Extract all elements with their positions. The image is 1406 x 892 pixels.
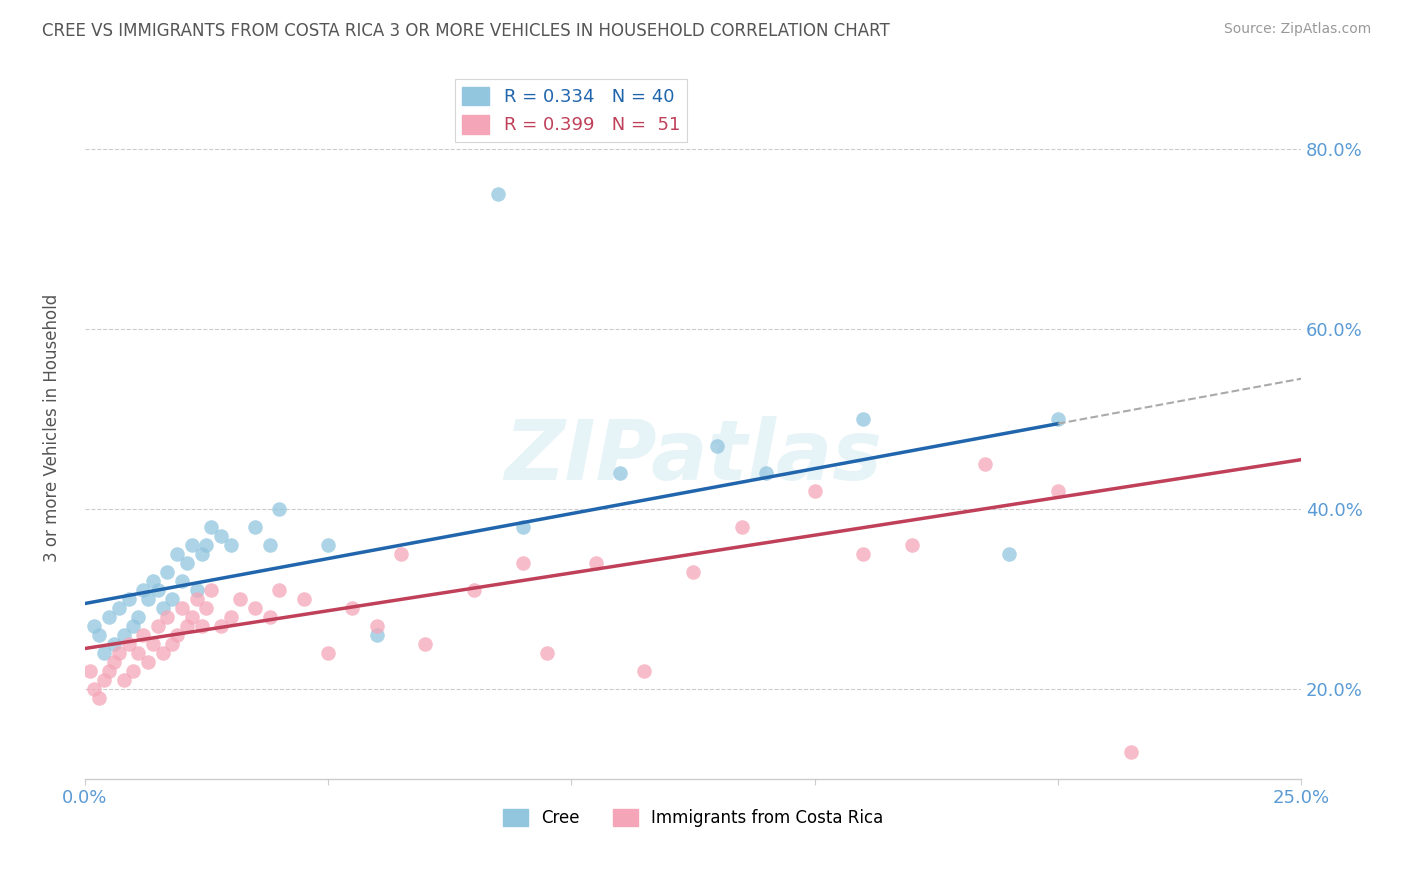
- Point: [89, 690, 111, 705]
- Point: [609, 466, 631, 480]
- Point: [1119, 745, 1142, 759]
- Point: [243, 601, 266, 615]
- Point: [585, 556, 607, 570]
- Point: [486, 187, 509, 202]
- Point: [107, 601, 129, 615]
- Point: [186, 592, 208, 607]
- Point: [162, 592, 184, 607]
- Point: [98, 610, 121, 624]
- Point: [132, 628, 155, 642]
- Point: [463, 583, 485, 598]
- Point: [117, 637, 139, 651]
- Point: [162, 637, 184, 651]
- Point: [1046, 484, 1069, 499]
- Point: [195, 538, 218, 552]
- Point: [730, 520, 752, 534]
- Point: [316, 646, 339, 660]
- Point: [190, 619, 212, 633]
- Point: [366, 628, 388, 642]
- Point: [146, 583, 169, 598]
- Point: [190, 547, 212, 561]
- Point: [316, 538, 339, 552]
- Point: [142, 637, 165, 651]
- Point: [170, 601, 193, 615]
- Point: [156, 610, 179, 624]
- Point: [180, 610, 202, 624]
- Point: [122, 664, 145, 678]
- Point: [132, 583, 155, 598]
- Point: [146, 619, 169, 633]
- Point: [901, 538, 924, 552]
- Point: [259, 610, 281, 624]
- Point: [176, 556, 198, 570]
- Point: [122, 619, 145, 633]
- Point: [269, 502, 291, 516]
- Point: [127, 646, 149, 660]
- Point: [219, 610, 242, 624]
- Point: [755, 466, 778, 480]
- Point: [1046, 412, 1069, 426]
- Point: [200, 520, 222, 534]
- Point: [633, 664, 655, 678]
- Point: [195, 601, 218, 615]
- Point: [229, 592, 252, 607]
- Point: [259, 538, 281, 552]
- Point: [209, 529, 232, 543]
- Point: [536, 646, 558, 660]
- Point: [142, 574, 165, 588]
- Point: [852, 547, 875, 561]
- Point: [186, 583, 208, 598]
- Point: [512, 556, 534, 570]
- Point: [152, 646, 174, 660]
- Point: [180, 538, 202, 552]
- Point: [166, 547, 188, 561]
- Point: [973, 457, 995, 471]
- Text: CREE VS IMMIGRANTS FROM COSTA RICA 3 OR MORE VEHICLES IN HOUSEHOLD CORRELATION C: CREE VS IMMIGRANTS FROM COSTA RICA 3 OR …: [42, 22, 890, 40]
- Point: [136, 592, 159, 607]
- Point: [170, 574, 193, 588]
- Point: [136, 655, 159, 669]
- Point: [243, 520, 266, 534]
- Point: [998, 547, 1021, 561]
- Point: [98, 664, 121, 678]
- Point: [682, 565, 704, 579]
- Text: ZIPatlas: ZIPatlas: [503, 416, 882, 497]
- Point: [93, 646, 115, 660]
- Point: [166, 628, 188, 642]
- Point: [103, 637, 125, 651]
- Point: [127, 610, 149, 624]
- Point: [83, 681, 105, 696]
- Point: [176, 619, 198, 633]
- Point: [156, 565, 179, 579]
- Legend: Cree, Immigrants from Costa Rica: Cree, Immigrants from Costa Rica: [496, 802, 890, 834]
- Point: [415, 637, 437, 651]
- Point: [89, 628, 111, 642]
- Point: [83, 619, 105, 633]
- Point: [200, 583, 222, 598]
- Point: [152, 601, 174, 615]
- Point: [107, 646, 129, 660]
- Point: [852, 412, 875, 426]
- Point: [292, 592, 315, 607]
- Point: [706, 439, 728, 453]
- Point: [803, 484, 825, 499]
- Point: [342, 601, 364, 615]
- Point: [219, 538, 242, 552]
- Point: [79, 664, 101, 678]
- Point: [112, 673, 135, 687]
- Point: [112, 628, 135, 642]
- Point: [209, 619, 232, 633]
- Point: [93, 673, 115, 687]
- Point: [389, 547, 412, 561]
- Y-axis label: 3 or more Vehicles in Household: 3 or more Vehicles in Household: [44, 294, 60, 562]
- Point: [366, 619, 388, 633]
- Point: [269, 583, 291, 598]
- Text: Source: ZipAtlas.com: Source: ZipAtlas.com: [1223, 22, 1371, 37]
- Point: [512, 520, 534, 534]
- Point: [103, 655, 125, 669]
- Point: [117, 592, 139, 607]
